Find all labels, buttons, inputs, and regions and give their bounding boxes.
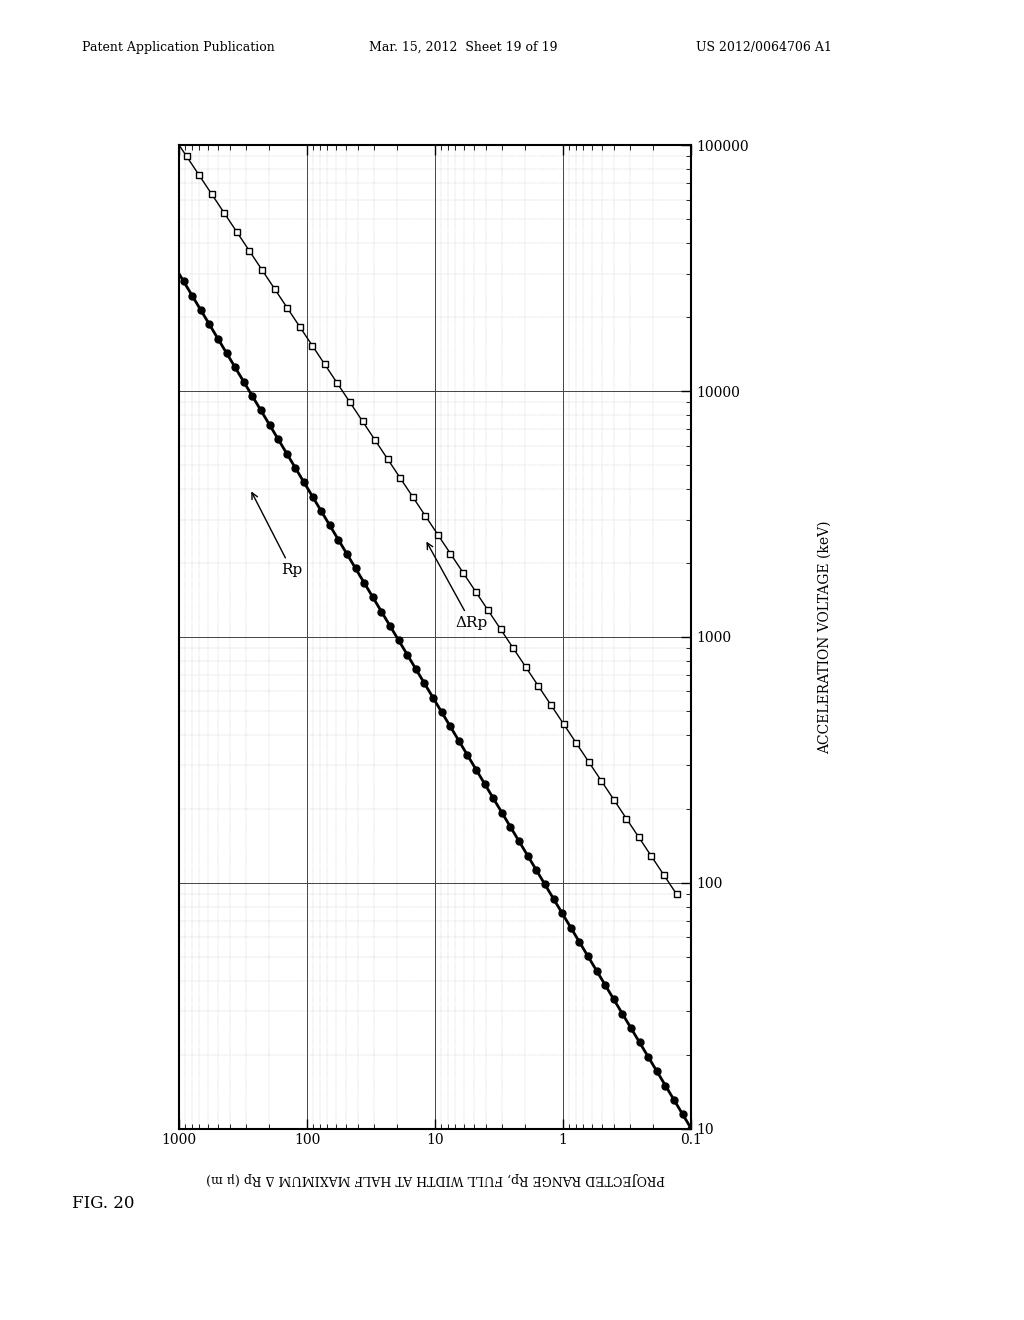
Text: Patent Application Publication: Patent Application Publication <box>82 41 274 54</box>
Text: ΔRp: ΔRp <box>427 543 487 630</box>
Text: US 2012/0064706 A1: US 2012/0064706 A1 <box>696 41 833 54</box>
Text: Rp: Rp <box>252 492 302 577</box>
Text: FIG. 20: FIG. 20 <box>72 1195 134 1212</box>
Y-axis label: ACCELERATION VOLTAGE (keV): ACCELERATION VOLTAGE (keV) <box>818 520 833 754</box>
Text: Mar. 15, 2012  Sheet 19 of 19: Mar. 15, 2012 Sheet 19 of 19 <box>369 41 557 54</box>
X-axis label: PROJECTED RANGE Rp, FULL WIDTH AT HALF MAXIMUM Δ Rp (μ m): PROJECTED RANGE Rp, FULL WIDTH AT HALF M… <box>206 1172 665 1185</box>
